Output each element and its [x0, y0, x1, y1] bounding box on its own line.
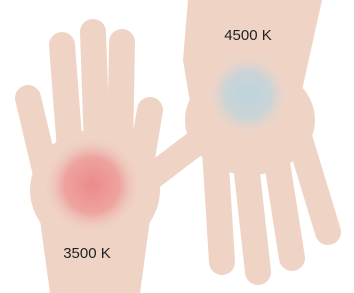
warm-glow — [42, 135, 142, 235]
cool-label: 4500 K — [224, 27, 272, 44]
cool-glow — [206, 53, 290, 137]
illustration: 4500 K 3500 K — [0, 0, 354, 293]
warm-label: 3500 K — [63, 245, 111, 262]
